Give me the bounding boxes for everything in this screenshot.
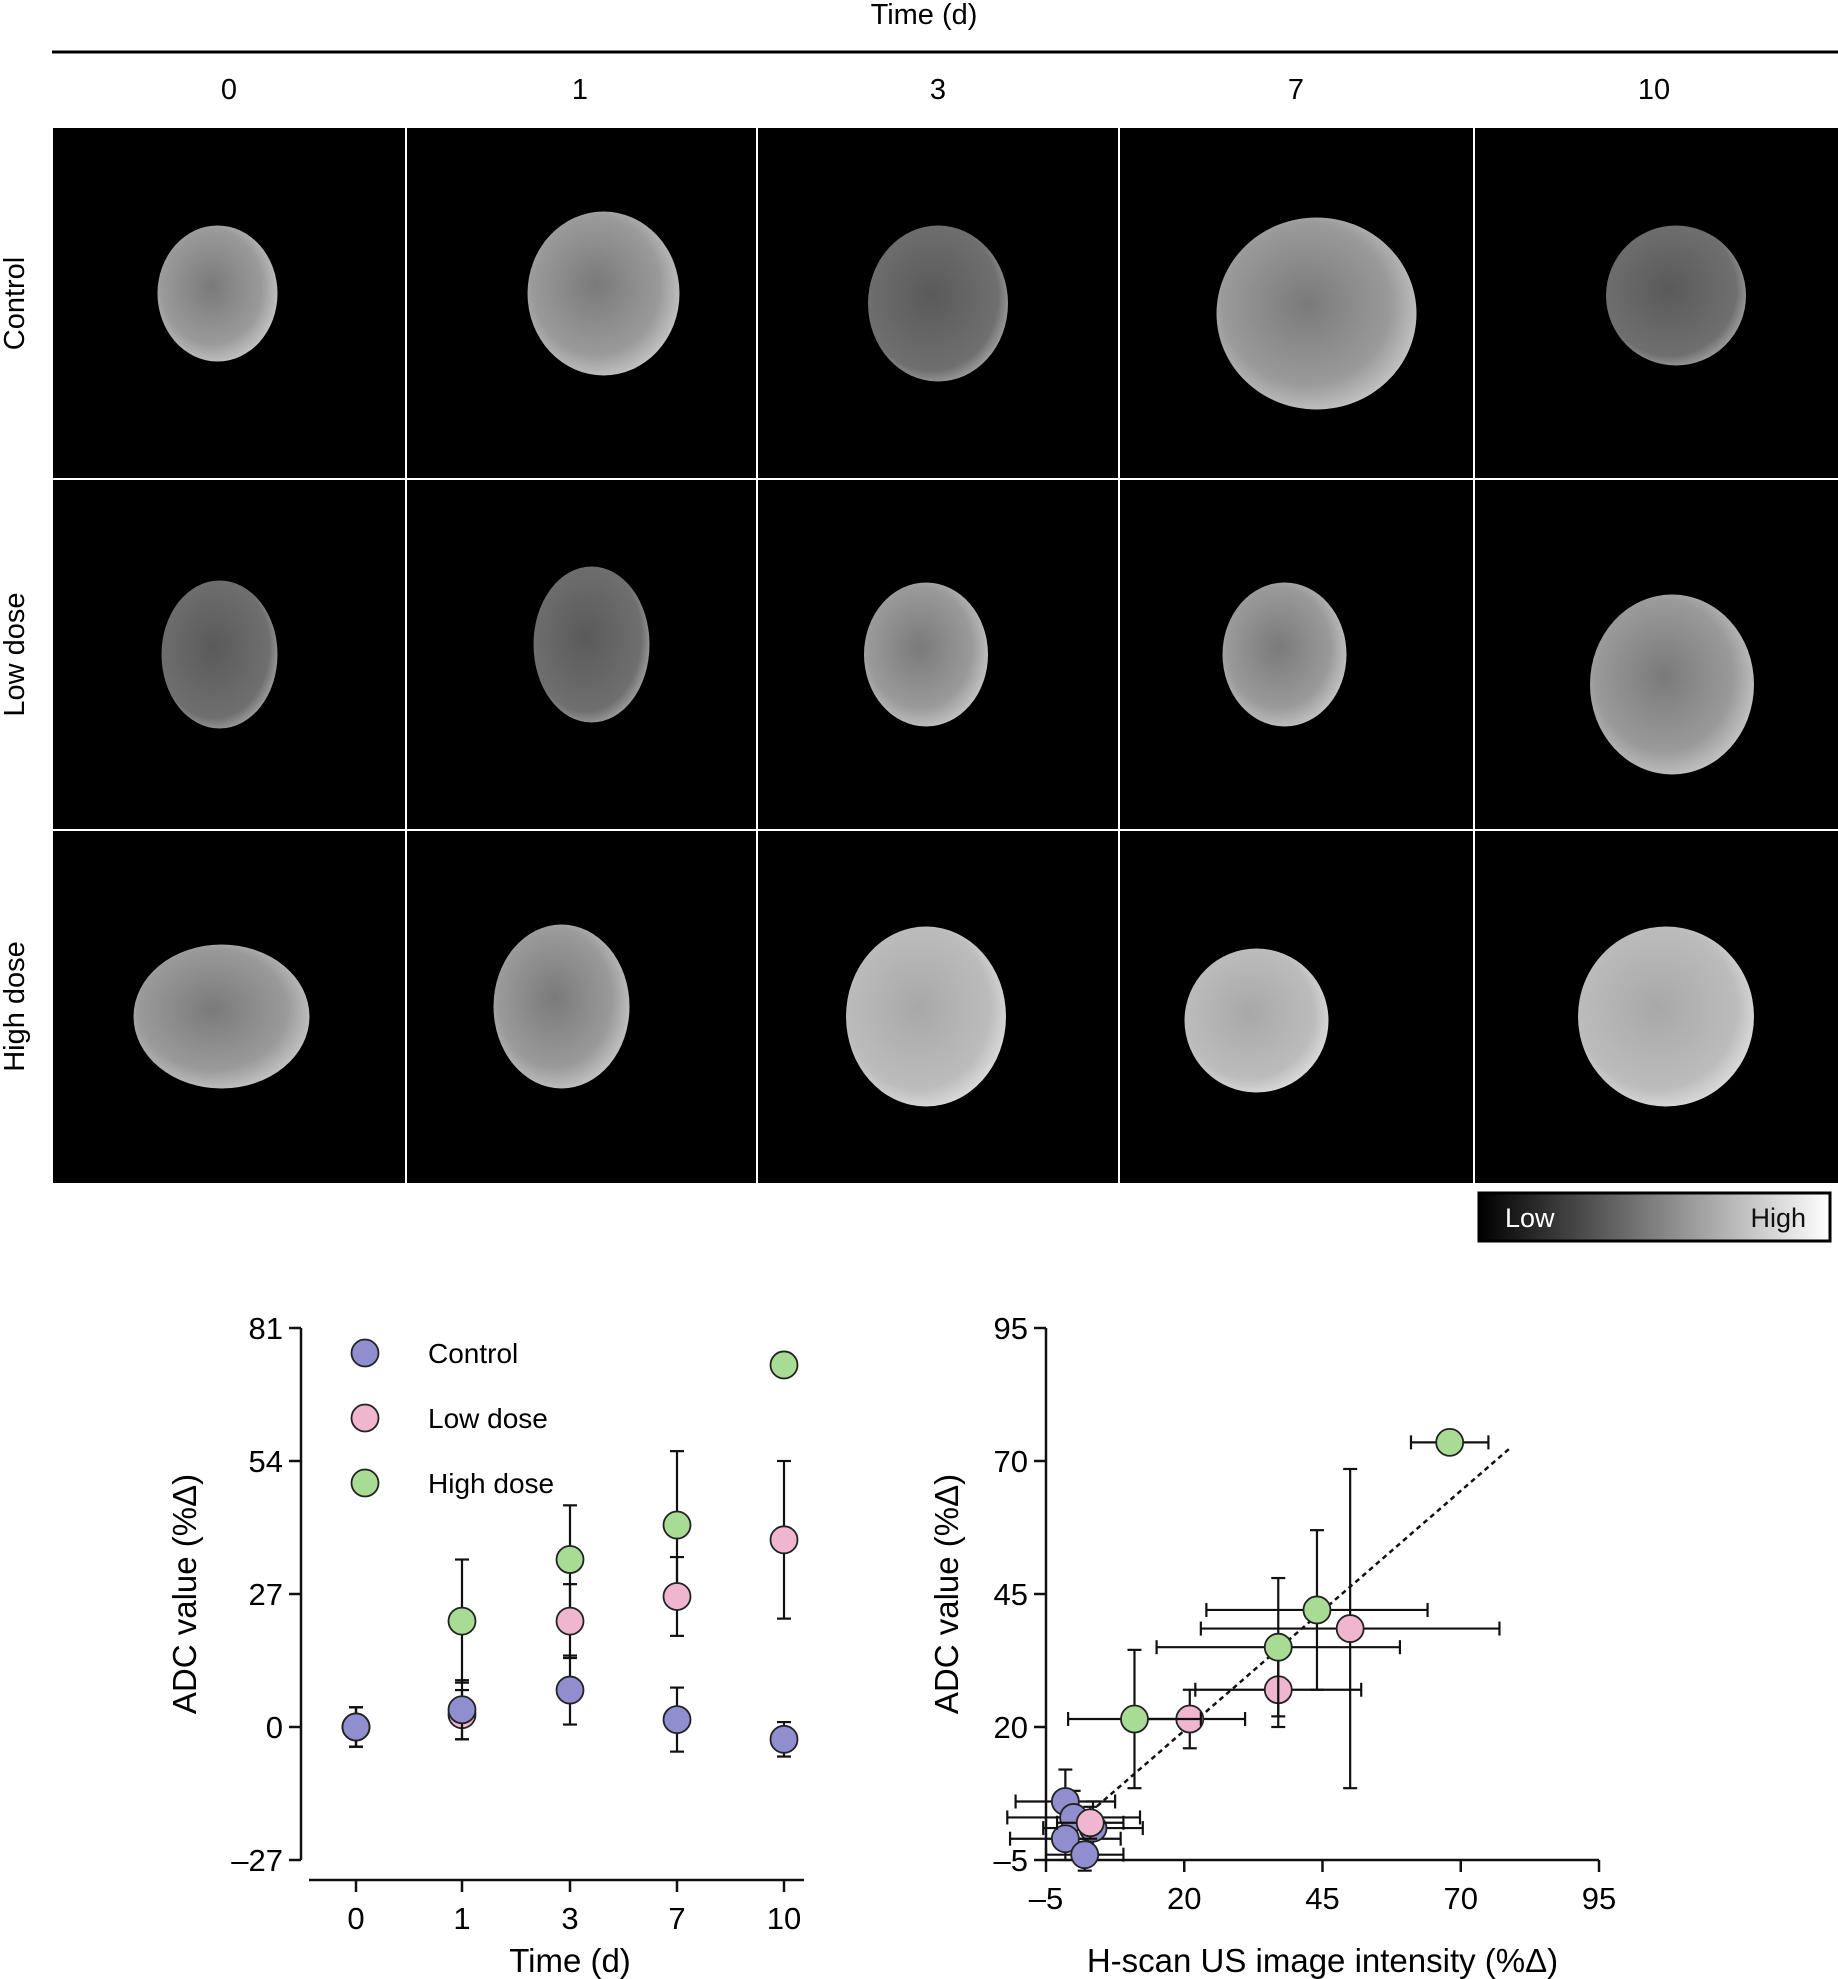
colorbar-high-label: High [1750, 1203, 1806, 1233]
data-point [769, 1350, 799, 1380]
row-label: Control [0, 257, 31, 351]
trendline [1089, 1446, 1512, 1814]
column-label: 1 [572, 74, 588, 106]
y-tick-label: –5 [994, 1843, 1028, 1878]
data-point [769, 1724, 799, 1754]
x-tick-label: 7 [668, 1901, 685, 1936]
y-tick-label: 81 [249, 1311, 283, 1346]
legend-marker [350, 1403, 380, 1433]
legend-label: Control [428, 1338, 518, 1369]
y-tick-label: 95 [994, 1311, 1028, 1346]
series-high-dose [1067, 1427, 1490, 1790]
legend-marker [350, 1338, 380, 1368]
data-point [1435, 1427, 1465, 1457]
legend-marker [350, 1468, 380, 1498]
data-point [1050, 1824, 1080, 1854]
column-label: 7 [1288, 74, 1304, 106]
data-point [662, 1705, 692, 1735]
data-point [447, 1695, 477, 1725]
x-axis-title: Time (d) [509, 1942, 631, 1979]
y-tick-label: 54 [249, 1444, 283, 1479]
y-tick-label: –27 [231, 1843, 283, 1878]
data-point [662, 1510, 692, 1540]
y-axis-title: ADC value (%Δ) [166, 1474, 203, 1714]
tumor-image [1578, 926, 1754, 1107]
adc-time-chart: 81 54 27 0 –27 0 1 3 7 10 Time (d) ADC value (%Δ) Co… [166, 1311, 804, 1979]
x-tick-label: 0 [347, 1901, 364, 1936]
x-tick-label: 10 [767, 1901, 801, 1936]
data-point [555, 1675, 585, 1705]
column-label: 0 [221, 74, 237, 106]
data-point [447, 1606, 477, 1636]
x-tick-label: 20 [1167, 1881, 1201, 1916]
series-control [341, 1654, 799, 1758]
y-tick-label: 45 [994, 1577, 1028, 1612]
legend-label: Low dose [428, 1403, 548, 1434]
y-tick-label: 20 [994, 1710, 1028, 1745]
row-label: Low dose [0, 592, 31, 716]
data-point [555, 1545, 585, 1574]
x-tick-label: 70 [1444, 1881, 1478, 1916]
colorbar-low-label: Low [1505, 1203, 1555, 1233]
column-labels: 0 1 3 7 10 [221, 74, 1670, 106]
tumor-image [1184, 948, 1329, 1093]
row-labels: Control Low dose High dose [0, 257, 31, 1072]
tumor-image [493, 924, 630, 1089]
y-tick-label: 0 [266, 1710, 283, 1745]
x-tick-label: 3 [561, 1901, 578, 1936]
y-tick-label: 70 [994, 1444, 1028, 1479]
tumor-image [864, 582, 988, 727]
x-tick-label: 1 [453, 1901, 470, 1936]
tumor-image [1606, 225, 1746, 366]
tumor-image [527, 211, 680, 376]
data-point [1075, 1808, 1105, 1838]
tumor-image [1216, 217, 1417, 410]
tumor-image [868, 225, 1008, 382]
tumor-image [161, 580, 278, 729]
tumor-image [533, 566, 650, 723]
adc-hscan-chart: 95 70 45 20 –5–5 20 45 70 95 H-scan US image inte… [928, 1311, 1616, 1979]
tumor-image [846, 926, 1006, 1107]
data-point [1335, 1614, 1365, 1643]
legend-label: High dose [428, 1468, 554, 1499]
data-point [1070, 1840, 1100, 1870]
colorbar: Low High [1477, 1191, 1832, 1243]
tumor-image [157, 225, 278, 362]
data-point [341, 1712, 371, 1742]
data-point [1120, 1704, 1149, 1734]
colorbar-gradient [1477, 1191, 1832, 1243]
column-label: 3 [930, 74, 946, 106]
data-point [1302, 1595, 1332, 1625]
x-tick-label: 95 [1582, 1881, 1616, 1916]
image-grid [53, 128, 1838, 1183]
tumor-image [133, 944, 310, 1089]
data-point [662, 1582, 692, 1611]
data-point [769, 1525, 799, 1555]
legend: Control Low dose High dose [350, 1338, 554, 1499]
tumor-image [1222, 582, 1347, 727]
x-tick-label: –5 [1029, 1881, 1063, 1916]
x-tick-label: 45 [1305, 1881, 1339, 1916]
row-label: High dose [0, 941, 31, 1072]
data-point [1263, 1632, 1293, 1662]
y-tick-label: 27 [249, 1577, 283, 1612]
tumor-image [1590, 594, 1754, 775]
data-point [555, 1606, 585, 1636]
column-label: 10 [1638, 74, 1670, 106]
x-axis-title: H-scan US image intensity (%Δ) [1087, 1942, 1558, 1979]
time-header: Time (d) [871, 0, 978, 31]
y-axis-title: ADC value (%Δ) [928, 1474, 965, 1714]
